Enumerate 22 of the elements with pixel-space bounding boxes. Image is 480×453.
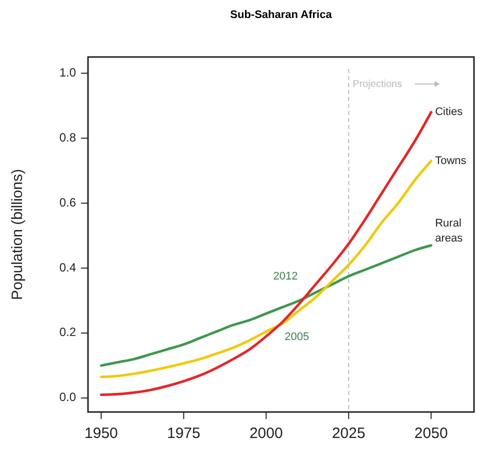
line-series [100, 244, 432, 367]
x-tick-label: 2050 [414, 425, 448, 442]
y-axis-title: Population (billions) [9, 169, 26, 300]
x-tick-label: 2025 [332, 425, 366, 442]
chart-title: Sub‑Saharan Africa [230, 9, 333, 21]
x-tick-label: 1975 [166, 425, 200, 442]
y-tick-label: 0.8 [59, 130, 76, 144]
x-tick-label: 2000 [249, 425, 283, 442]
annotation: 2005 [284, 330, 310, 343]
series-label: Towns [435, 154, 467, 167]
y-tick-label: 1.0 [59, 65, 76, 80]
y-tick-label: 0.4 [59, 260, 76, 274]
y-tick-label: 0.6 [59, 195, 76, 210]
y-tick-label: 0.0 [59, 390, 76, 404]
line-series [100, 160, 432, 378]
series-label: Rural areas [435, 217, 464, 244]
x-tick-label: 1950 [84, 425, 118, 442]
annotation: 2012 [273, 270, 298, 282]
line-series [100, 110, 432, 396]
ref-line-label: Projections [352, 79, 402, 90]
series-label: Cities [435, 106, 464, 118]
y-tick-label: 0.2 [59, 325, 76, 340]
